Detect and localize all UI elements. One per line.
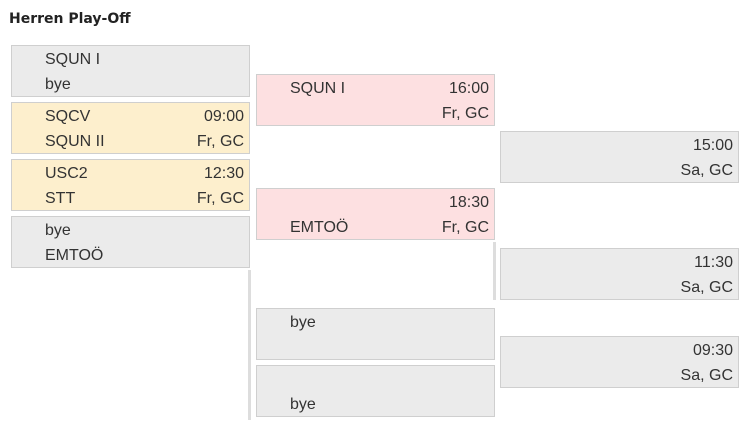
match-row-1: bye (12, 217, 249, 242)
match-row-1 (257, 366, 494, 391)
match-box[interactable]: SQCV 09:00 SQUN II Fr, GC (11, 102, 250, 154)
match-time: 15:00 (692, 137, 733, 154)
match-row-1: 18:30 (257, 189, 494, 214)
match-time: 12:30 (203, 165, 244, 182)
match-row-2: STT Fr, GC (12, 185, 249, 210)
match-row-1: bye (257, 309, 494, 334)
match-row-2: Sa, GC (501, 362, 738, 387)
match-box[interactable]: USC2 12:30 STT Fr, GC (11, 159, 250, 211)
page-title: Herren Play-Off (9, 11, 131, 27)
match-time: 11:30 (694, 254, 733, 271)
match-place: Fr, GC (441, 105, 489, 122)
match-row-2: bye (257, 391, 494, 416)
match-place: Fr, GC (196, 190, 244, 207)
team-name: SQUN II (45, 133, 105, 150)
match-row-2: EMTOÖ Fr, GC (257, 214, 494, 239)
match-box[interactable]: bye (256, 365, 495, 417)
match-place: Fr, GC (196, 133, 244, 150)
team-name: SQCV (45, 108, 91, 125)
match-time: 16:00 (448, 80, 489, 97)
match-box[interactable]: bye (256, 308, 495, 360)
team-name: EMTOÖ (45, 247, 104, 264)
match-time: 09:00 (203, 108, 244, 125)
match-box[interactable]: bye EMTOÖ (11, 216, 250, 268)
match-place: Sa, GC (680, 279, 733, 296)
match-box[interactable]: 15:00 Sa, GC (500, 131, 739, 183)
match-row-2: SQUN II Fr, GC (12, 128, 249, 153)
match-box[interactable]: 09:30 Sa, GC (500, 336, 739, 388)
team-name: bye (290, 396, 316, 413)
match-place: Sa, GC (680, 367, 733, 384)
match-row-2: Sa, GC (501, 157, 738, 182)
match-row-2: bye (12, 71, 249, 96)
team-name: USC2 (45, 165, 88, 182)
team-name: SQUN I (45, 51, 101, 68)
team-name: EMTOÖ (290, 219, 349, 236)
match-row-1: 09:30 (501, 337, 738, 362)
match-row-1: USC2 12:30 (12, 160, 249, 185)
match-row-2: Sa, GC (501, 274, 738, 299)
team-name: bye (45, 222, 71, 239)
match-row-2: EMTOÖ (12, 242, 249, 267)
match-place: Fr, GC (441, 219, 489, 236)
connector-line (493, 242, 496, 300)
match-box[interactable]: 11:30 Sa, GC (500, 248, 739, 300)
match-box[interactable]: 18:30 EMTOÖ Fr, GC (256, 188, 495, 240)
match-row-2 (257, 334, 494, 359)
match-time: 18:30 (448, 194, 489, 211)
match-row-2: Fr, GC (257, 100, 494, 125)
connector-line (248, 270, 251, 420)
match-row-1: 11:30 (501, 249, 738, 274)
match-box[interactable]: SQUN I 16:00 Fr, GC (256, 74, 495, 126)
match-row-1: SQUN I (12, 46, 249, 71)
team-name: bye (290, 314, 316, 331)
match-row-1: 15:00 (501, 132, 738, 157)
match-place: Sa, GC (680, 162, 733, 179)
match-row-1: SQUN I 16:00 (257, 75, 494, 100)
match-row-1: SQCV 09:00 (12, 103, 249, 128)
team-name: SQUN I (290, 80, 346, 97)
team-name: bye (45, 76, 71, 93)
match-time: 09:30 (692, 342, 733, 359)
team-name: STT (45, 190, 76, 207)
match-box[interactable]: SQUN I bye (11, 45, 250, 97)
